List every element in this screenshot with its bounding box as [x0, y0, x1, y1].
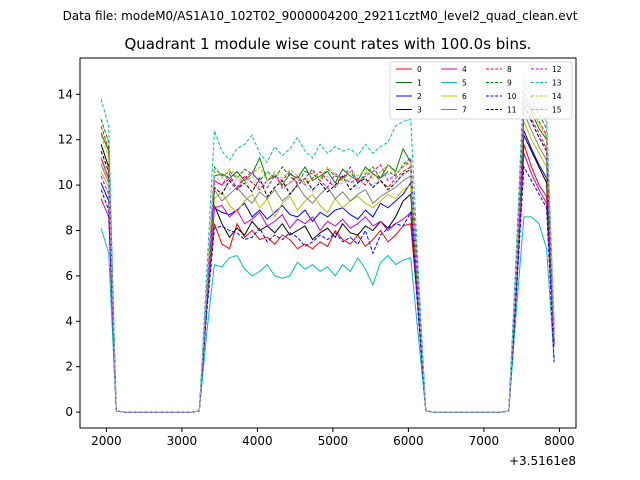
legend-label-11: 11 — [507, 105, 517, 114]
legend-label-5: 5 — [462, 78, 467, 87]
suptitle: Data file: modeM0/AS1A10_102T02_90000042… — [63, 9, 578, 23]
legend-label-2: 2 — [417, 92, 422, 101]
series-line-14 — [100, 94, 555, 413]
y-tick-label: 14 — [58, 87, 73, 101]
series-line-2 — [100, 130, 555, 413]
x-tick-label: 6000 — [393, 434, 424, 448]
series-line-10 — [100, 165, 555, 413]
y-tick-label: 2 — [65, 360, 73, 374]
y-tick-label: 12 — [58, 133, 73, 147]
y-axis-ticks: 0 2 4 6 8 10 12 14 — [58, 87, 80, 419]
legend-label-10: 10 — [507, 92, 517, 101]
chart-title: Quadrant 1 module wise count rates with … — [124, 35, 531, 53]
legend-label-8: 8 — [507, 65, 512, 74]
legend-label-4: 4 — [462, 65, 467, 74]
x-tick-label: 5000 — [318, 434, 349, 448]
x-offset-label: +3.5161e8 — [509, 454, 576, 468]
series-line-12 — [100, 103, 555, 413]
series-line-15 — [100, 86, 555, 413]
x-tick-label: 2000 — [91, 434, 122, 448]
x-tick-label: 3000 — [167, 434, 198, 448]
y-tick-label: 4 — [65, 314, 73, 328]
legend-label-13: 13 — [552, 78, 562, 87]
legend-label-0: 0 — [417, 65, 422, 74]
legend-label-7: 7 — [462, 105, 467, 114]
y-tick-label: 0 — [65, 405, 73, 419]
series-line-1 — [100, 97, 555, 413]
series-line-8 — [100, 91, 555, 413]
legend-label-9: 9 — [507, 78, 512, 87]
legend-label-3: 3 — [417, 105, 422, 114]
legend-label-14: 14 — [552, 92, 562, 101]
legend-label-6: 6 — [462, 92, 467, 101]
plot-frame — [79, 57, 577, 429]
series-line-11 — [100, 105, 555, 413]
x-tick-label: 7000 — [469, 434, 500, 448]
x-tick-label: 8000 — [544, 434, 575, 448]
x-axis-ticks: 2000 3000 4000 5000 6000 7000 8000 — [91, 428, 575, 448]
y-tick-label: 6 — [65, 269, 73, 283]
legend-label-12: 12 — [552, 65, 562, 74]
legend-label-1: 1 — [417, 78, 422, 87]
series-line-7 — [100, 112, 555, 413]
y-tick-label: 10 — [58, 178, 73, 192]
series-line-0 — [100, 144, 555, 413]
plot-lines — [100, 74, 555, 413]
legend-box — [389, 61, 573, 120]
y-tick-label: 8 — [65, 224, 73, 238]
series-line-13 — [100, 74, 555, 413]
x-tick-label: 4000 — [242, 434, 273, 448]
series-line-9 — [100, 82, 555, 413]
legend-label-15: 15 — [552, 105, 562, 114]
